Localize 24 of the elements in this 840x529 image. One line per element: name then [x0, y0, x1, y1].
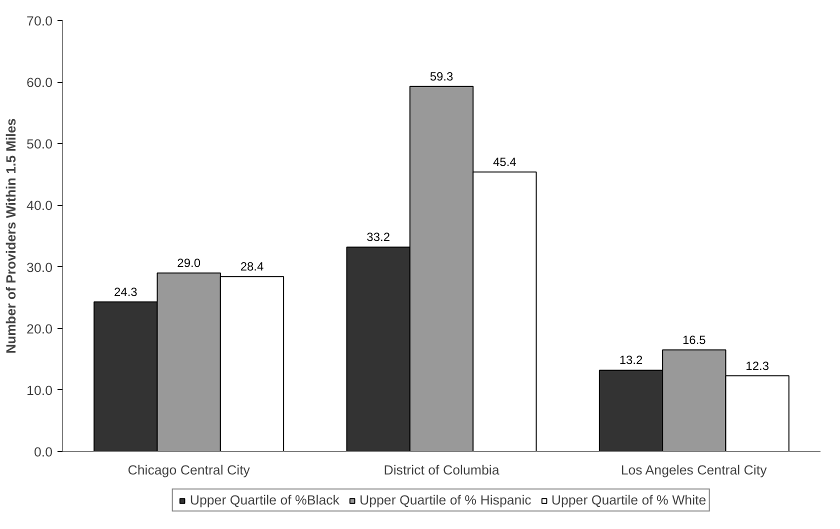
x-tick-label: Los Angeles Central City — [620, 462, 768, 478]
data-label: 13.2 — [619, 353, 644, 368]
y-tick-label: 70.0 — [26, 14, 53, 28]
y-tick-label: 60.0 — [26, 75, 53, 90]
legend-label: Upper Quartile of % Hispanic — [359, 492, 532, 508]
y-tick-label: 30.0 — [26, 260, 53, 275]
data-label: 12.3 — [746, 358, 770, 373]
data-label: 33.2 — [366, 230, 390, 244]
x-tick-label: Chicago Central City — [128, 462, 250, 478]
y-tick-label: 40.0 — [26, 198, 53, 214]
legend-label: Upper Quartile of %Black — [190, 492, 340, 508]
legend-label: Upper Quartile of % White — [551, 492, 706, 508]
data-label: 29.0 — [177, 256, 201, 270]
data-label: 45.4 — [492, 154, 517, 169]
x-tick-label: District of Columbia — [384, 462, 500, 478]
data-label: 24.3 — [114, 284, 138, 299]
y-tick-label: 20.0 — [26, 321, 53, 336]
y-tick-label: 10.0 — [26, 382, 53, 398]
data-label: 28.4 — [240, 260, 264, 274]
data-label: 59.3 — [430, 69, 454, 84]
data-label: 16.5 — [682, 332, 706, 347]
y-axis-title: Number of Providers Within 1.5 Miles — [4, 118, 19, 354]
y-tick-label: 0.0 — [34, 444, 53, 460]
y-tick-label: 50.0 — [26, 136, 53, 152]
